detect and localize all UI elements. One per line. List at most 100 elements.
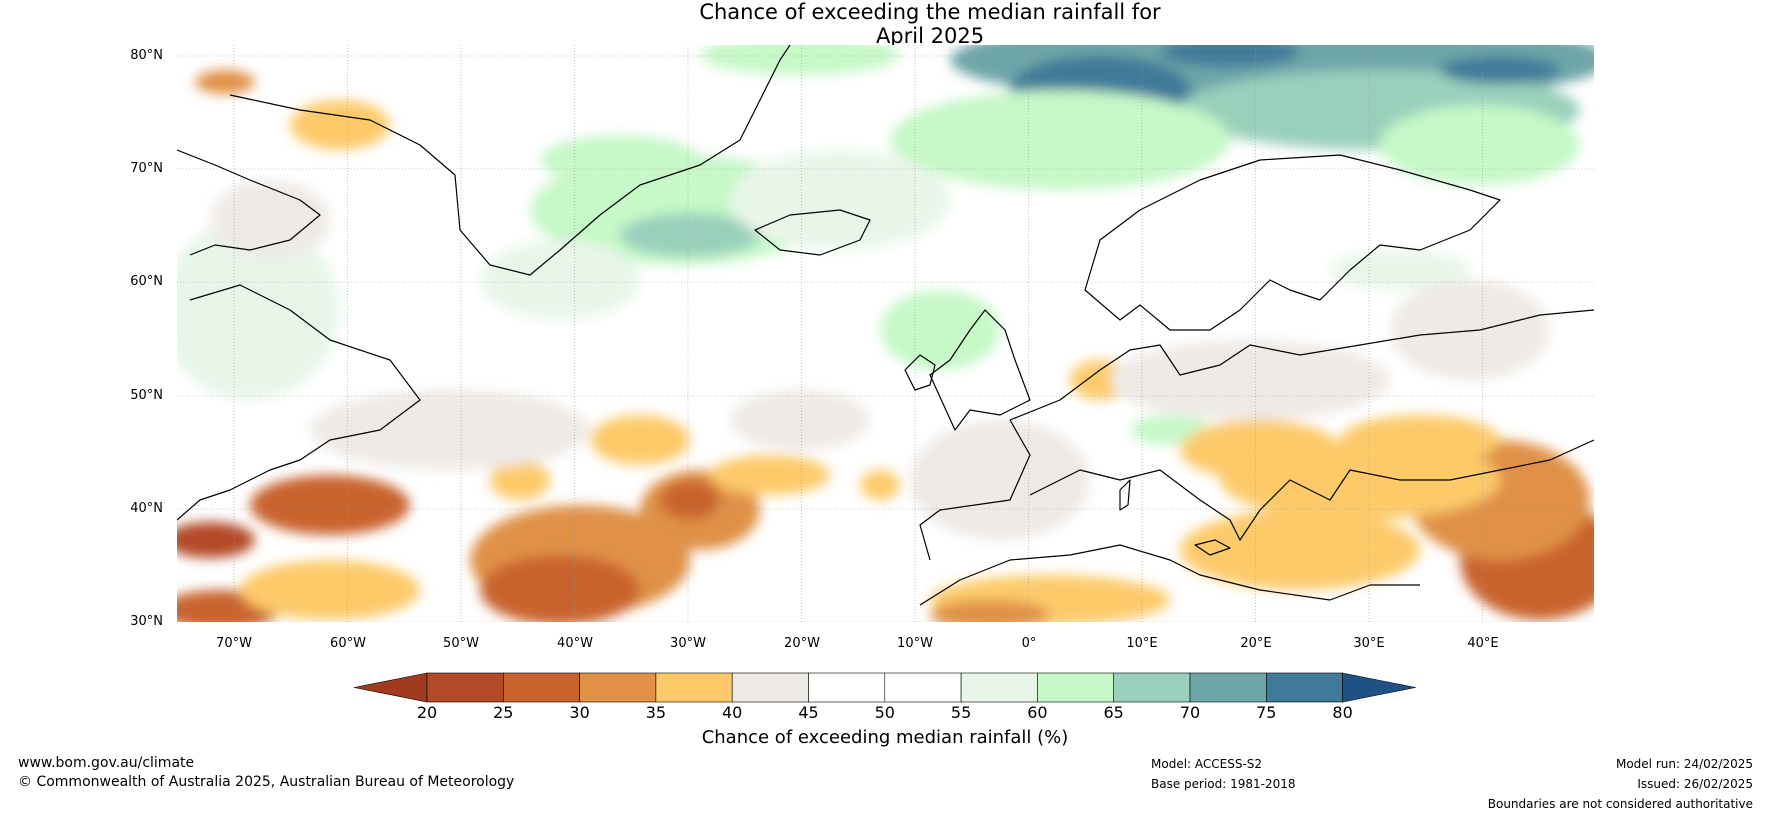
- footer-disclaimer: Boundaries are not considered authoritat…: [1487, 797, 1753, 811]
- lon-label-50w: 50°W: [443, 636, 479, 651]
- probability-area: [540, 135, 700, 185]
- probability-area: [730, 390, 870, 450]
- colorbar-tick-label: 35: [645, 703, 667, 722]
- colorbar-segment: [1189, 672, 1267, 703]
- lon-label-20e: 20°E: [1240, 636, 1272, 651]
- probability-area: [480, 555, 640, 622]
- colorbar-segment: [1037, 672, 1115, 703]
- colorbar-segment: [655, 672, 733, 703]
- probability-area: [177, 220, 340, 400]
- probability-area: [590, 415, 690, 465]
- coastline: [1194, 539, 1231, 556]
- probability-area: [290, 100, 390, 150]
- lon-label-30w: 30°W: [670, 636, 706, 651]
- colorbar-tick-label: 25: [493, 703, 514, 722]
- footer-model-run: Model run: 24/02/2025: [1615, 757, 1753, 771]
- probability-area: [730, 150, 950, 250]
- probability-area: [177, 522, 255, 558]
- colorbar-extend-low: [353, 672, 428, 703]
- probability-area: [620, 213, 760, 257]
- coastline: [919, 419, 1031, 561]
- coastline: [229, 45, 791, 276]
- graticule: [177, 45, 1594, 622]
- coastlines: [177, 45, 1594, 606]
- lon-label-10w: 10°W: [897, 636, 933, 651]
- colorbar-segment: [1113, 672, 1191, 703]
- coastline: [177, 149, 321, 256]
- probability-area: [660, 480, 720, 520]
- probability-area: [210, 180, 330, 260]
- coastline: [929, 309, 1031, 431]
- colorbar-tick-label: 40: [722, 703, 743, 722]
- probability-area: [1330, 250, 1470, 290]
- probability-area: [910, 420, 1090, 540]
- probability-area: [710, 455, 830, 495]
- coastline: [919, 544, 1420, 606]
- lon-label-40e: 40°E: [1467, 636, 1499, 651]
- lon-label-60w: 60°W: [330, 636, 366, 651]
- probability-area: [1380, 105, 1580, 185]
- coastline: [1009, 309, 1594, 421]
- probability-area: [240, 560, 420, 620]
- probability-area: [1440, 56, 1560, 84]
- lat-label-70n: 70°N: [130, 161, 163, 176]
- colorbar-segment: [808, 672, 886, 703]
- lon-label-10e: 10°E: [1126, 636, 1158, 651]
- probability-area: [860, 470, 900, 500]
- coastline: [1119, 479, 1131, 511]
- colorbar-tick-label: 75: [1256, 703, 1277, 722]
- coastline: [1029, 439, 1594, 541]
- probability-area: [890, 90, 1230, 190]
- chart-title: Chance of exceeding the median rainfall …: [0, 0, 1770, 48]
- colorbar-tick-label: 30: [569, 703, 590, 722]
- colorbar-segment: [960, 672, 1038, 703]
- colorbar-tick-label: 55: [950, 703, 972, 722]
- footer-base-period: Base period: 1981-2018: [1151, 777, 1296, 791]
- probability-area: [480, 240, 640, 320]
- probability-area: [490, 460, 550, 500]
- footer-url: www.bom.gov.au/climate: [18, 755, 195, 771]
- colorbar-title: Chance of exceeding median rainfall (%): [701, 727, 1069, 748]
- title-line-2: April 2025: [875, 24, 985, 48]
- probability-area: [1180, 420, 1340, 480]
- colorbar-tick-label: 70: [1179, 703, 1201, 722]
- colorbar-tick-label: 60: [1027, 703, 1048, 722]
- probability-area: [195, 70, 255, 94]
- lat-label-50n: 50°N: [130, 388, 163, 403]
- probability-area: [310, 390, 590, 470]
- probability-area: [1110, 340, 1390, 420]
- coastline: [904, 354, 936, 391]
- lon-label-0: 0°: [1021, 636, 1037, 651]
- colorbar-tick-label: 45: [798, 703, 819, 722]
- rainfall-probability-map: [177, 45, 1594, 622]
- probability-area: [250, 475, 410, 535]
- coastline: [1084, 154, 1501, 331]
- colorbar-segment: [731, 672, 809, 703]
- colorbar-segment: [426, 672, 504, 703]
- colorbar-tick-label: 20: [416, 703, 438, 722]
- lon-label-40w: 40°W: [557, 636, 593, 651]
- probability-area: [1160, 45, 1300, 67]
- colorbar-tick-label: 50: [874, 703, 895, 722]
- title-line-1: Chance of exceeding the median rainfall …: [699, 0, 1161, 24]
- colorbar-segment: [579, 672, 657, 703]
- footer-model: Model: ACCESS-S2: [1151, 757, 1263, 771]
- lon-label-20w: 20°W: [784, 636, 820, 651]
- probability-area: [930, 600, 1050, 622]
- probability-area: [700, 45, 900, 75]
- lat-label-40n: 40°N: [130, 501, 163, 516]
- colorbar-segment: [884, 672, 962, 703]
- footer-copyright: © Commonwealth of Australia 2025, Austra…: [18, 774, 515, 790]
- colorbar-extend-high: [1342, 672, 1416, 703]
- probability-area: [1390, 280, 1550, 380]
- coastline: [754, 209, 871, 256]
- colorbar-tick-label: 80: [1332, 703, 1353, 722]
- probability-area: [1340, 415, 1500, 465]
- lat-label-80n: 80°N: [130, 48, 163, 63]
- lat-label-60n: 60°N: [130, 274, 163, 289]
- lat-label-30n: 30°N: [130, 614, 163, 629]
- lon-label-30e: 30°E: [1353, 636, 1385, 651]
- colorbar-tick-label: 65: [1103, 703, 1124, 722]
- probability-shading: [177, 45, 1594, 622]
- colorbar-segment: [502, 672, 580, 703]
